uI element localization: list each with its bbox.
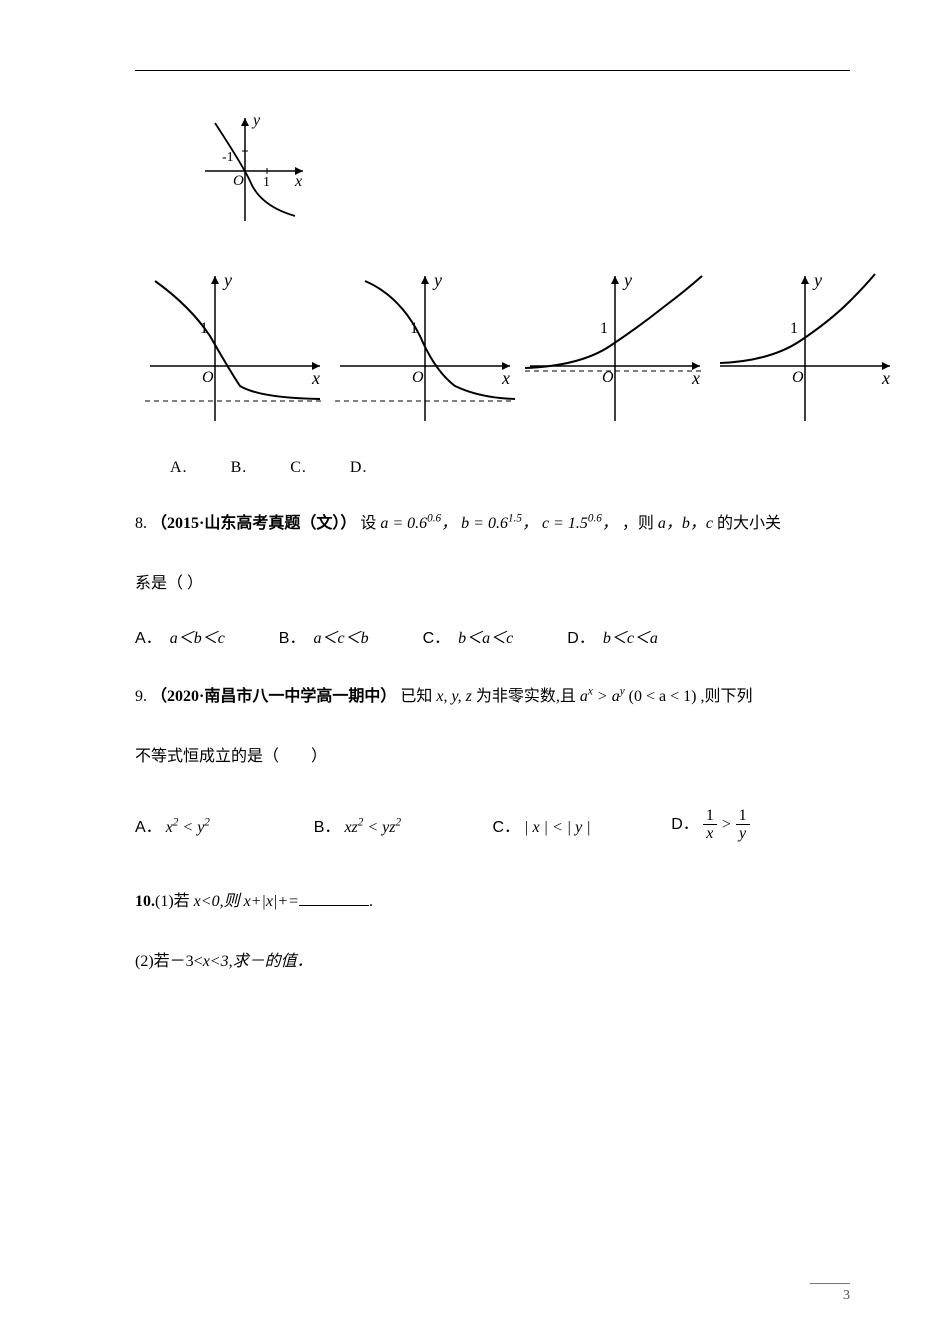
page-number: 3: [843, 1288, 850, 1304]
q8-line1: 8. （2015·山东高考真题（文）） 设 a = 0.60.6， b = 0.…: [135, 505, 850, 543]
svg-text:x: x: [294, 173, 302, 190]
q8-expr-b: b = 0.61.5，: [461, 515, 538, 532]
graph-option-d: x y O 1: [710, 266, 900, 431]
page-container: x y O 1 -1 x y O 1: [0, 0, 950, 1344]
svg-text:1: 1: [600, 320, 608, 337]
svg-text:O: O: [233, 173, 244, 189]
q9-lead: 已知: [400, 688, 432, 705]
opt-label-c: C.: [290, 459, 307, 477]
top-rule: [135, 70, 850, 71]
graph-option-labels: A. B. C. D.: [170, 459, 850, 477]
svg-text:y: y: [222, 270, 232, 290]
q8-prefix: 8.: [135, 515, 147, 532]
q9-choices: A． x2 < y2 B． xz2 < yz2 C． | x | < | y |…: [135, 807, 850, 843]
q8-choice-b: B．a＜c＜b: [279, 624, 369, 648]
opt-label-d: D.: [350, 459, 368, 477]
svg-text:-1: -1: [222, 150, 234, 165]
opt-label-a: A.: [170, 459, 188, 477]
q8-expr-a: a = 0.60.6，: [380, 515, 457, 532]
q8-vars: a，b，c: [658, 515, 713, 532]
q8-mid: ，则: [622, 515, 654, 532]
ref-graph-svg: x y O 1 -1: [195, 111, 310, 226]
svg-text:x: x: [311, 368, 320, 388]
q10-prefix: 10.: [135, 893, 155, 910]
q8-source: （2015·山东高考真题（文））: [151, 515, 356, 532]
q9-line2: 不等式恒成立的是（ ）: [135, 738, 850, 776]
q9-prefix: 9.: [135, 688, 147, 705]
svg-text:O: O: [602, 369, 614, 386]
svg-text:y: y: [432, 270, 442, 290]
q8-line2: 系是（ ）: [135, 565, 850, 603]
svg-text:O: O: [202, 369, 214, 386]
graph-option-a: x y O 1: [140, 266, 330, 431]
opt-label-b: B.: [231, 459, 248, 477]
svg-text:1: 1: [790, 320, 798, 337]
svg-text:y: y: [812, 270, 822, 290]
q9-line1: 9. （2020·南昌市八一中学高一期中） 已知 x, y, z 为非零实数,且…: [135, 678, 850, 716]
q9-mid1: 为非零实数,且: [476, 688, 576, 705]
fill-blank: [299, 905, 369, 906]
svg-text:O: O: [412, 369, 424, 386]
q8-choice-d: D．b＜c＜a: [567, 624, 658, 648]
svg-text:y: y: [251, 112, 261, 129]
q9-choice-c: C． | x | < | y |: [493, 813, 672, 837]
option-graphs-row: x y O 1 x y O 1: [140, 266, 890, 431]
graph-option-c: x y O 1: [520, 266, 710, 431]
q8-lead: 设: [360, 515, 376, 532]
svg-text:1: 1: [263, 175, 270, 190]
q8-expr-c: c = 1.50.6，: [542, 515, 618, 532]
reference-graph: x y O 1 -1: [195, 111, 850, 231]
q8-tail: 的大小关: [717, 515, 781, 532]
q9-ineq: ax > ay (0 < a < 1): [580, 688, 701, 705]
q8-choice-c: C．b＜a＜c: [423, 624, 514, 648]
q10-part2: (2)若－3<x<3,求－的值．: [135, 943, 850, 981]
q9-choice-a: A． x2 < y2: [135, 813, 314, 837]
q10-part1: 10.(1)若 x<0,则 x+|x|+=.: [135, 883, 850, 921]
svg-text:O: O: [792, 369, 804, 386]
q8-choice-a: A．a＜b＜c: [135, 624, 225, 648]
q9-choice-d: D． 1x > 1y: [671, 807, 850, 843]
svg-text:x: x: [501, 368, 510, 388]
q8-choices: A．a＜b＜c B．a＜c＜b C．b＜a＜c D．b＜c＜a: [135, 624, 850, 648]
svg-text:y: y: [622, 270, 632, 290]
svg-text:x: x: [881, 368, 890, 388]
q9-source: （2020·南昌市八一中学高一期中）: [151, 688, 396, 705]
q9-tail: ,则下列: [700, 688, 752, 705]
q9-choice-b: B． xz2 < yz2: [314, 813, 493, 837]
footer-rule: [810, 1283, 850, 1284]
q9-vars: x, y, z: [436, 688, 472, 705]
graph-option-b: x y O 1: [330, 266, 520, 431]
